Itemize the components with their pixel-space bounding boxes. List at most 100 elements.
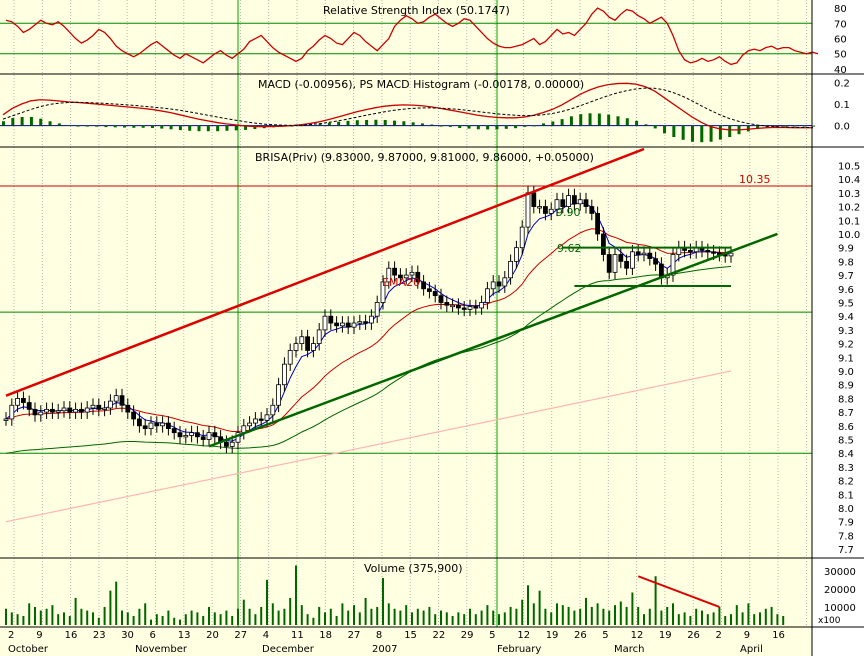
candle-body: [96, 404, 102, 410]
volume-title: Volume (375,900): [364, 562, 463, 575]
macd-histogram-bar: [690, 125, 694, 142]
macd-histogram-bar: [812, 125, 815, 127]
price-tick-label: 9.1: [838, 353, 854, 364]
macd-histogram-bar: [681, 125, 685, 140]
candle-body: [20, 398, 26, 403]
range-top-label: 9.90: [556, 206, 581, 219]
macd-histogram-bar: [141, 125, 145, 128]
candle-body: [287, 350, 293, 365]
date-tick-label: 11: [291, 630, 304, 641]
candle-body: [508, 260, 514, 279]
macd-histogram-bar: [309, 124, 313, 126]
candle-body: [154, 422, 160, 427]
ema50-line: [5, 265, 732, 454]
candle-body: [32, 408, 38, 416]
price-tick-label: 9.9: [838, 244, 854, 255]
volume-panel: 10000 20000 30000: [5, 565, 856, 625]
candle-body: [299, 336, 305, 344]
candle-body: [90, 404, 96, 409]
candle-body: [84, 407, 90, 413]
macd-histogram-bar: [160, 125, 164, 129]
date-tick-label: 15: [404, 630, 417, 641]
macd-histogram-bar: [467, 125, 471, 129]
macd-signal-line: [2, 87, 813, 129]
candle-body: [200, 436, 206, 440]
macd-histogram-bar: [476, 125, 480, 130]
macd-histogram-bar: [76, 125, 80, 127]
macd-histogram-bar: [113, 125, 117, 128]
date-tick-label: 4: [263, 630, 269, 641]
candle-body: [728, 252, 734, 257]
date-tick-label: 5: [602, 630, 608, 641]
macd-histogram-bar: [709, 125, 713, 142]
candle-body: [432, 291, 438, 297]
macd-tick-label: 0.2: [834, 78, 850, 89]
date-tick-label: 27: [348, 630, 361, 641]
candle-body: [270, 404, 276, 416]
macd-histogram-bar: [150, 125, 154, 128]
candle-body: [641, 252, 647, 256]
price-tick-label: 8.7: [838, 408, 854, 419]
macd-histogram-bar: [728, 125, 732, 138]
price-tick-label: 10.2: [838, 203, 860, 214]
price-tick-label: 9.0: [838, 367, 854, 378]
macd-histogram-bar: [644, 124, 648, 126]
macd-histogram-bar: [383, 119, 387, 126]
candle-body: [322, 315, 328, 331]
candle-body: [142, 425, 148, 429]
rsi-tick-label: 80: [834, 4, 847, 15]
candle-body: [61, 407, 67, 412]
macd-histogram-bar: [514, 125, 518, 129]
month-label: 2007: [372, 644, 397, 655]
price-panel: 7.7 7.8 7.9 8.0 8.1 8.2 8.3 8.4 8.5 8.6 8.7 8.8 8.9 9…: [0, 147, 860, 556]
candle-body: [305, 336, 311, 351]
grid: [13, 0, 807, 627]
candle-body: [386, 267, 392, 283]
candle-body: [125, 404, 131, 413]
month-label: October: [8, 644, 49, 655]
candle-body: [484, 288, 490, 303]
rsi-tick-label: 50: [834, 50, 847, 61]
candle-body: [577, 199, 583, 205]
candle-body: [79, 408, 84, 413]
candle-body: [293, 343, 299, 351]
candle-body: [38, 411, 44, 416]
macd-histogram-bar: [374, 119, 378, 126]
candle-body: [589, 206, 595, 214]
volume-unit-label: x100: [818, 616, 841, 626]
price-tick-label: 9.5: [838, 298, 854, 309]
candle-body: [426, 288, 432, 292]
candle-body: [380, 281, 386, 303]
axis-labels: 2 9 16 23 30 6 13 20 27 4 11 18 27 8 15 22 29 5 12 19 26 5 12 1…: [8, 630, 785, 655]
macd-histogram-bar: [504, 125, 508, 129]
date-tick-label: 8: [376, 630, 382, 641]
price-tick-label: 8.3: [838, 463, 854, 474]
candle-body: [705, 250, 711, 253]
macd-histogram-bar: [318, 123, 322, 126]
candle-body: [647, 252, 653, 260]
resistance-label: 10.35: [739, 173, 771, 186]
month-label: February: [497, 644, 541, 655]
price-tick-label: 9.8: [838, 257, 854, 268]
volume-tick-label: 10000: [824, 603, 856, 614]
candle-body: [490, 281, 496, 290]
macd-histogram-bar: [430, 124, 434, 126]
candle-body: [264, 414, 270, 421]
macd-histogram-bar: [802, 125, 806, 127]
price-tick-label: 8.8: [838, 394, 854, 405]
macd-histogram-bar: [542, 123, 545, 126]
date-tick-label: 23: [93, 630, 106, 641]
macd-histogram-bar: [495, 125, 499, 130]
macd-histogram-bar: [2, 121, 5, 126]
candle-body: [415, 271, 421, 283]
price-tick-label: 9.4: [838, 312, 854, 323]
price-tick-label: 7.8: [838, 531, 854, 542]
price-title: BRISA(Priv) (9.83000, 9.87000, 9.81000, …: [255, 151, 594, 164]
macd-histogram-bar: [169, 125, 173, 130]
candle-body: [212, 432, 218, 438]
ema200-line: [5, 370, 732, 523]
price-tick-label: 8.2: [838, 477, 854, 488]
candle-body: [247, 422, 253, 427]
